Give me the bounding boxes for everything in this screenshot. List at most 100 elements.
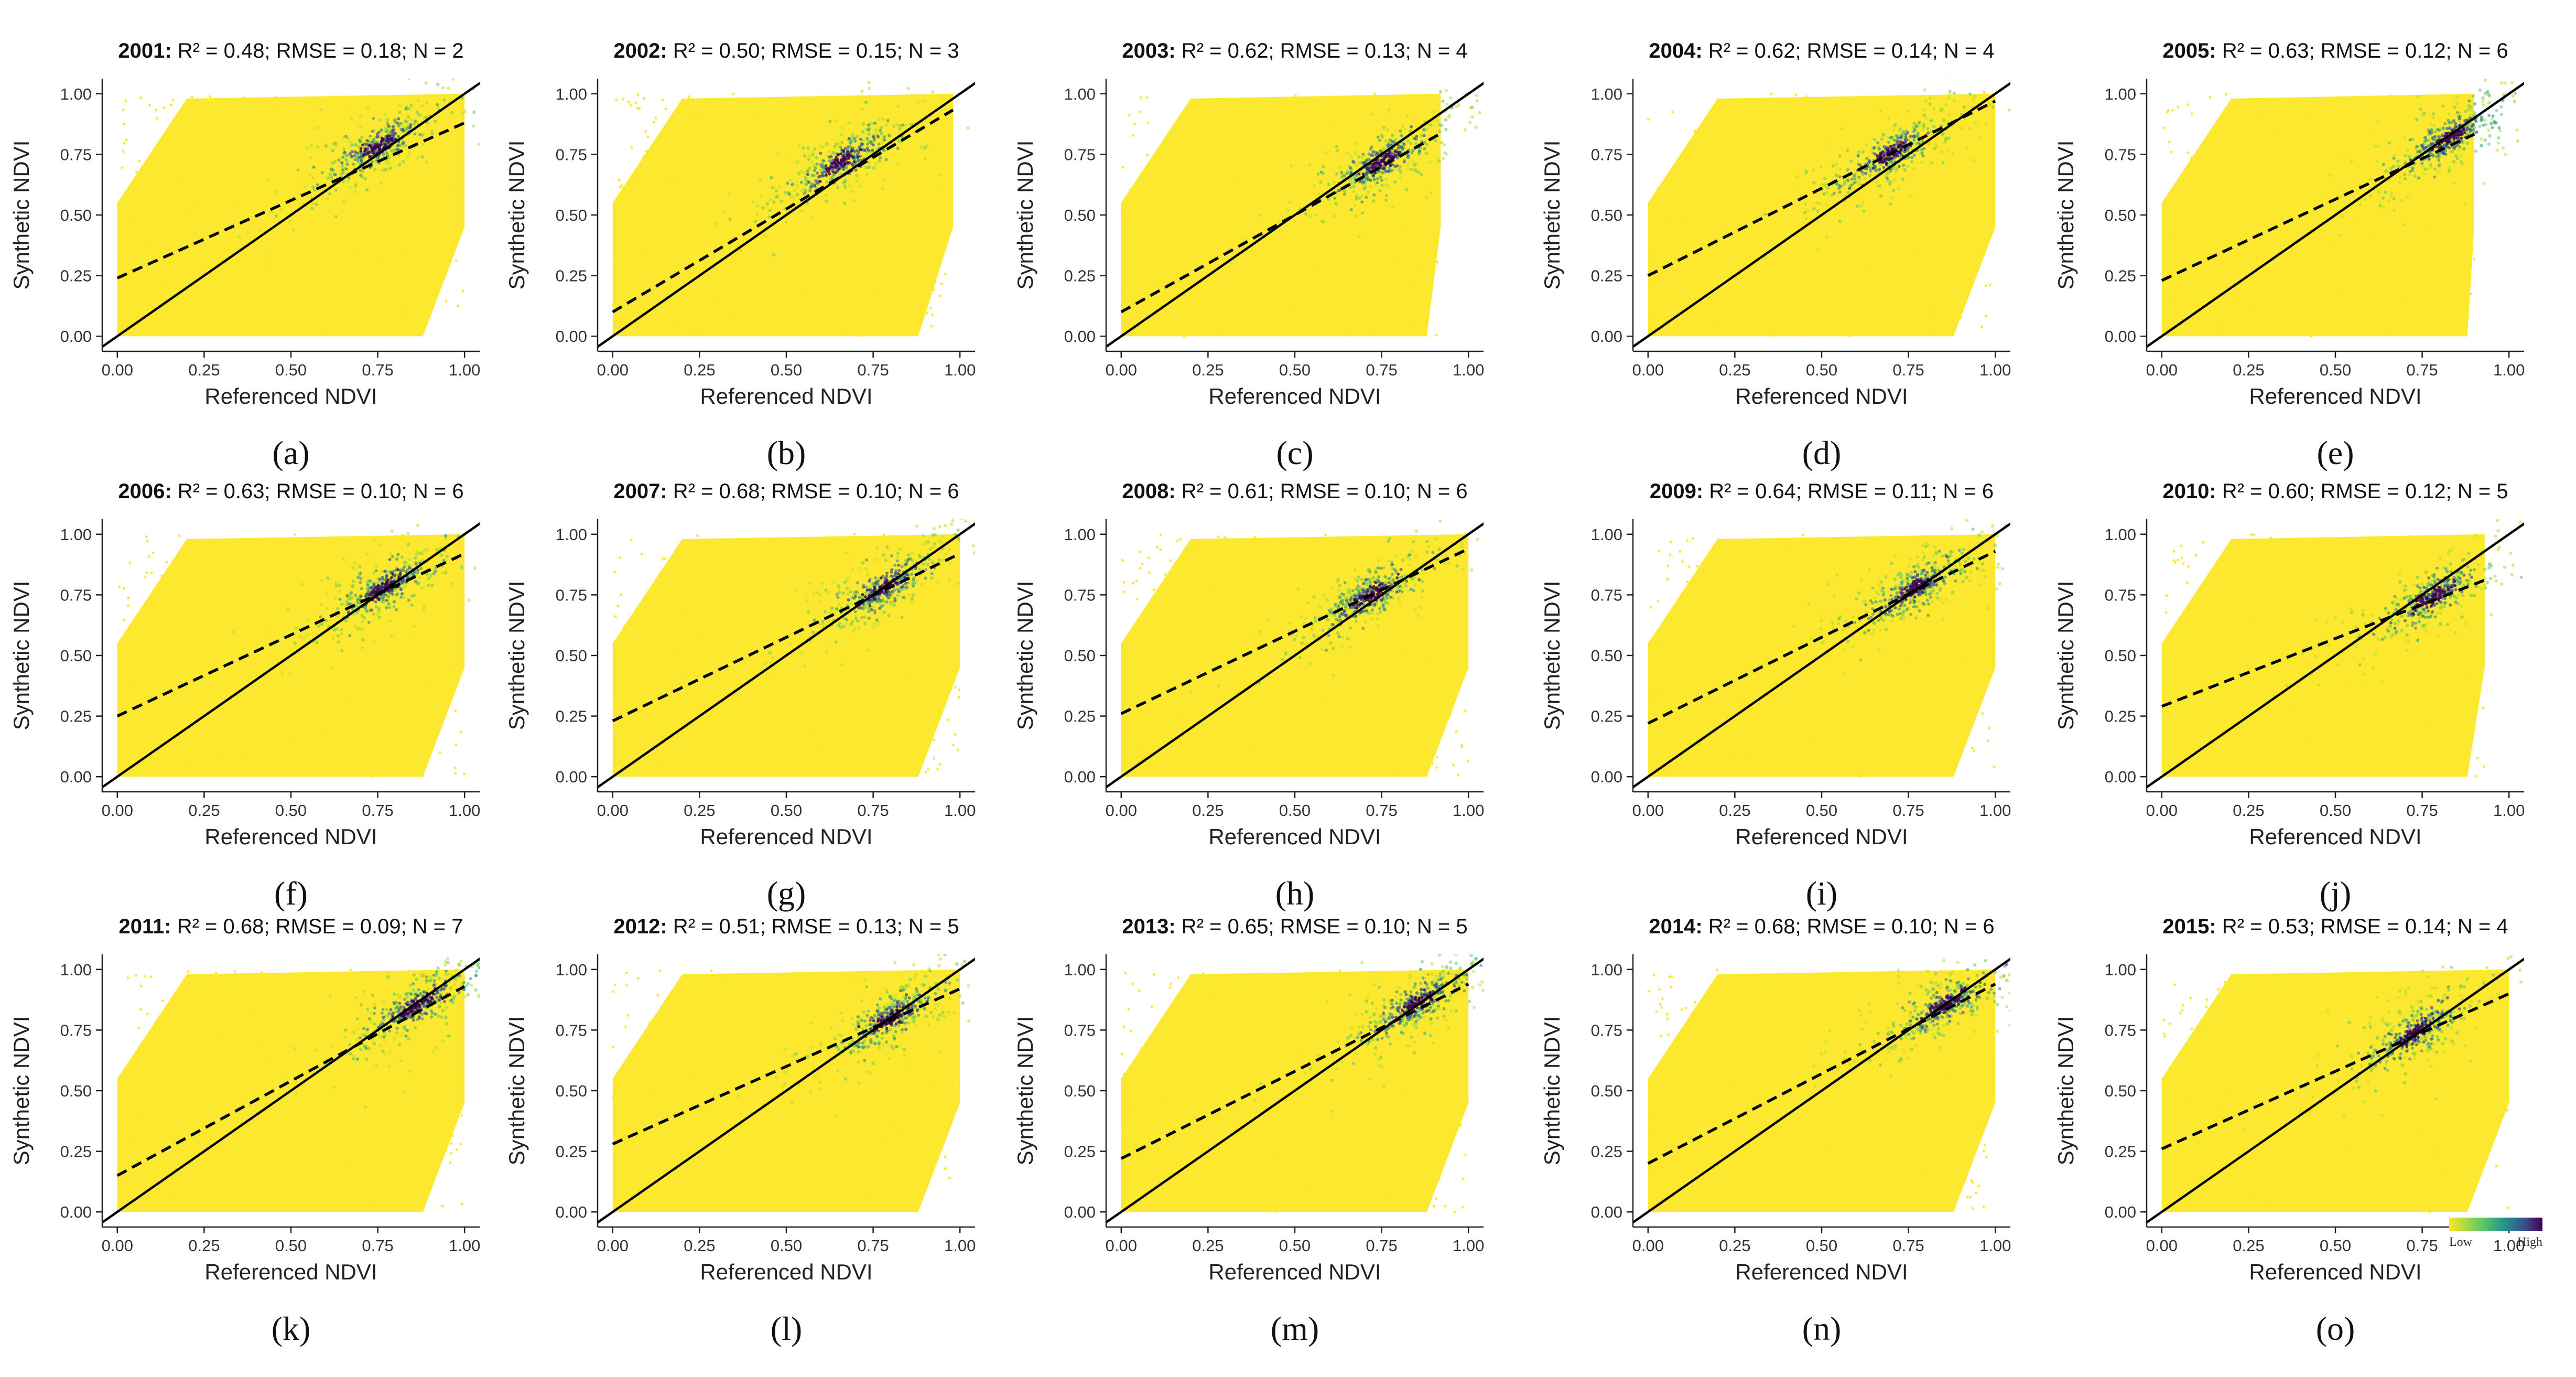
data-point — [806, 303, 809, 306]
density-point — [803, 154, 807, 158]
density-point — [374, 600, 377, 604]
data-point — [449, 187, 452, 190]
density-point — [1353, 203, 1357, 207]
data-point — [1898, 209, 1900, 212]
density-point — [444, 534, 448, 537]
data-point — [636, 93, 640, 96]
data-point — [1879, 135, 1882, 138]
density-point — [340, 649, 344, 653]
density-point — [538, 510, 542, 513]
data-point — [1832, 162, 1835, 165]
data-point — [632, 176, 635, 178]
data-point — [312, 273, 316, 276]
data-point — [309, 739, 312, 742]
density-point — [377, 598, 381, 601]
data-point — [234, 314, 237, 317]
density-point — [334, 188, 338, 192]
density-point — [865, 172, 869, 176]
data-point — [1922, 119, 1925, 122]
data-point — [2254, 254, 2257, 257]
data-point — [802, 551, 805, 554]
data-point — [233, 230, 235, 233]
data-point — [1144, 311, 1147, 314]
data-point — [792, 609, 795, 612]
density-point — [783, 207, 786, 211]
density-point — [850, 134, 854, 138]
density-point — [810, 216, 814, 219]
density-point — [359, 577, 363, 580]
density-point — [2451, 119, 2455, 123]
density-point — [393, 118, 397, 122]
point-cloud — [612, 519, 975, 777]
density-point — [879, 128, 882, 132]
density-point — [416, 571, 419, 575]
density-point — [1369, 185, 1372, 189]
density-point — [286, 607, 290, 611]
density-point — [2497, 136, 2501, 140]
density-point — [2474, 149, 2478, 153]
density-point — [396, 553, 400, 556]
density-point — [1929, 96, 1932, 100]
density-point — [1904, 132, 1908, 136]
density-point — [359, 174, 363, 177]
density-point — [837, 167, 841, 171]
density-point — [358, 565, 362, 568]
data-point — [2454, 310, 2457, 313]
density-point — [1336, 149, 1339, 153]
data-point — [268, 107, 271, 111]
density-point — [802, 146, 805, 150]
density-point — [419, 567, 423, 571]
data-point — [1121, 166, 1124, 169]
density-point — [2381, 196, 2385, 200]
data-point — [928, 227, 931, 230]
density-point — [923, 146, 927, 149]
x-axis-label: Referenced NDVI — [204, 384, 377, 408]
density-point — [2376, 120, 2380, 124]
data-point — [875, 296, 879, 299]
density-point — [2457, 115, 2461, 119]
density-point — [728, 218, 732, 221]
density-point — [2453, 121, 2457, 125]
density-point — [932, 76, 935, 79]
density-point — [2458, 123, 2462, 127]
density-point — [880, 132, 883, 135]
data-point — [2309, 311, 2312, 315]
data-point — [772, 107, 775, 111]
density-point — [2483, 79, 2487, 82]
density-point — [2510, 60, 2513, 63]
data-point — [2442, 211, 2445, 214]
data-point — [263, 315, 266, 318]
fit-line — [1647, 100, 1996, 277]
data-point — [615, 99, 618, 102]
density-point — [1353, 151, 1357, 155]
density-point — [296, 168, 300, 172]
data-point — [1181, 171, 1184, 174]
density-point — [879, 156, 882, 160]
density-point — [356, 627, 360, 630]
density-point — [1873, 137, 1877, 142]
density-point — [1884, 174, 1888, 178]
data-point — [1967, 181, 1971, 185]
density-point — [887, 134, 891, 137]
density-point — [1873, 146, 1876, 149]
panel-year: 2005: — [2162, 39, 2216, 62]
point-cloud — [2161, 60, 2520, 338]
density-point — [350, 116, 353, 120]
density-point — [2368, 178, 2372, 181]
data-point — [382, 659, 385, 662]
data-point — [1769, 333, 1771, 336]
density-point — [1879, 194, 1883, 198]
density-point — [396, 568, 399, 572]
density-point — [806, 169, 810, 173]
data-point — [403, 696, 406, 699]
density-point — [1308, 163, 1312, 167]
data-point — [1740, 219, 1743, 222]
density-point — [2419, 107, 2422, 111]
data-point — [1129, 256, 1132, 259]
data-point — [938, 763, 941, 766]
data-point — [1677, 295, 1681, 298]
density-point — [356, 601, 360, 605]
data-point — [2440, 118, 2443, 121]
data-point — [816, 751, 819, 754]
data-point — [2392, 230, 2395, 233]
